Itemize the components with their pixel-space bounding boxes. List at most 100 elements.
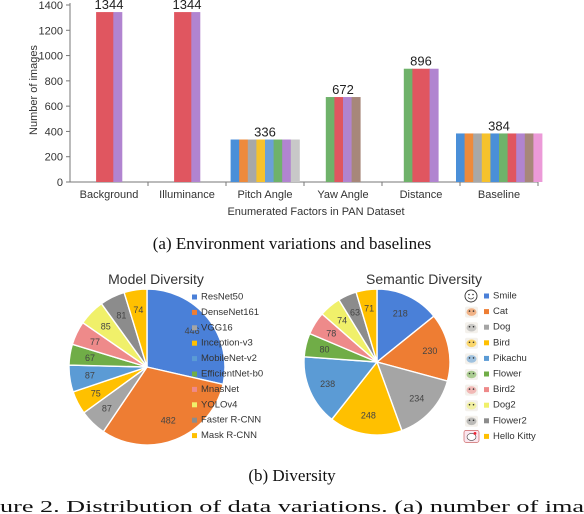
legend-swatch xyxy=(192,294,197,300)
pie-value-label: 74 xyxy=(133,305,143,315)
legend-label: Inception-v3 xyxy=(201,338,253,349)
caption-b: (b) Diversity xyxy=(248,466,336,485)
y-tick-label: 800 xyxy=(45,76,63,88)
pie-value-label: 230 xyxy=(422,346,437,356)
model-pie-slices xyxy=(68,288,226,446)
legend-label: Mask R-CNN xyxy=(201,430,257,441)
legend-swatch xyxy=(192,386,197,392)
bar xyxy=(490,133,500,182)
bar xyxy=(343,97,352,182)
pie-value-label: 446 xyxy=(185,326,200,336)
bar-value-label: 384 xyxy=(488,118,510,133)
legend-label: MobileNet-v2 xyxy=(201,353,257,364)
dog-icon xyxy=(465,322,478,334)
flower-icon xyxy=(465,369,478,380)
pie-value-label: 67 xyxy=(85,353,95,363)
legend-label: Flower2 xyxy=(493,415,527,426)
pie-value-label: 248 xyxy=(361,410,376,420)
x-tick-label: Distance xyxy=(400,189,443,201)
bar xyxy=(265,139,274,182)
legend-label: Smile xyxy=(493,291,517,302)
legend-swatch xyxy=(484,402,489,408)
bar xyxy=(499,133,508,182)
pie-slice xyxy=(375,315,451,382)
bar xyxy=(533,133,543,182)
semantic-pie-slices xyxy=(303,288,451,436)
bar xyxy=(247,139,257,182)
bar xyxy=(325,97,335,182)
bar-labels: 1344 Background 1344 Illuminance 336 Pitch An… xyxy=(80,0,520,201)
bar xyxy=(290,139,300,182)
legend-label: Cat xyxy=(493,306,508,317)
bar-chart: 0 200 400 600 800 1000 1200 1400 1344 Background… xyxy=(28,0,543,218)
pie-value-label: 81 xyxy=(116,310,126,320)
pie-value-label: 78 xyxy=(326,328,336,338)
legend-swatch xyxy=(192,325,197,331)
legend-swatch xyxy=(484,309,489,315)
y-tick-label: 400 xyxy=(45,126,63,138)
pie-slice xyxy=(330,360,403,436)
semantic-diversity-pie: Semantic Diversity 218 230 234 248 238 80 7874… xyxy=(303,271,536,443)
pie-slice xyxy=(375,360,449,432)
bar xyxy=(104,12,114,182)
y-tick-label: 600 xyxy=(45,101,63,113)
pie-value-label: 218 xyxy=(393,308,408,318)
smile-icon xyxy=(464,289,478,303)
bar xyxy=(403,68,413,182)
legend-label: Flower xyxy=(493,369,522,380)
pie-slice xyxy=(355,288,378,363)
bar xyxy=(113,12,123,182)
legend-swatch xyxy=(192,340,197,346)
pie-slice xyxy=(102,366,224,446)
legend-label: Bird xyxy=(493,337,510,348)
pie-value-label: 482 xyxy=(161,416,176,426)
x-axis-label: Enumerated Factors in PAN Dataset xyxy=(227,206,404,218)
legend-label: Dog xyxy=(493,322,510,333)
bar xyxy=(282,139,292,182)
legend-label: DenseNet161 xyxy=(201,307,259,318)
legend-swatch xyxy=(484,293,489,299)
model-pie-legend: ResNet50 DenseNet161 VGG16 Inception-v3 Mobi… xyxy=(192,292,263,441)
legend-swatch xyxy=(484,418,489,424)
model-diversity-title: Model Diversity xyxy=(108,271,204,287)
bar xyxy=(473,133,483,182)
legend-label: Dog2 xyxy=(493,400,516,411)
x-tick-label: Background xyxy=(80,189,139,201)
bar xyxy=(256,139,266,182)
bar xyxy=(334,97,344,182)
pie-value-label: 85 xyxy=(101,322,111,332)
bar-axes: 0 200 400 600 800 1000 1200 1400 xyxy=(39,0,539,189)
semantic-pie-legend: Smile Cat Dog Bird Pikachu Flower Bird2 Dog2 Flo… xyxy=(463,289,536,443)
legend-swatch xyxy=(484,387,489,393)
legend-swatch xyxy=(192,417,197,423)
bar xyxy=(481,133,491,182)
bar-value-label: 896 xyxy=(410,54,432,69)
caption-a: (a) Environment variations and baselines xyxy=(153,234,432,253)
legend-swatch xyxy=(484,324,489,330)
pie-value-label: 80 xyxy=(319,344,329,354)
pie-slice xyxy=(303,356,379,421)
pie-value-label: 87 xyxy=(102,403,112,413)
bar xyxy=(230,139,240,182)
legend-label: EfficientNet-b0 xyxy=(201,369,263,380)
pie-value-label: 71 xyxy=(364,304,374,314)
pie-value-label: 87 xyxy=(85,371,95,381)
bar xyxy=(524,133,534,182)
pikachu-icon xyxy=(465,353,478,365)
legend-swatch xyxy=(192,433,197,439)
legend-swatch xyxy=(192,371,197,377)
bar xyxy=(421,68,430,182)
legend-swatch xyxy=(484,433,489,439)
legend-swatch xyxy=(484,355,489,361)
bar xyxy=(174,12,184,182)
bar-value-label: 336 xyxy=(254,125,276,140)
y-tick-label: 1000 xyxy=(39,51,63,63)
legend-label: Pikachu xyxy=(493,353,527,364)
x-tick-label: Pitch Angle xyxy=(237,189,292,201)
hello-kitty-icon xyxy=(463,430,480,443)
bar xyxy=(412,68,422,182)
y-tick-label: 1200 xyxy=(39,25,63,37)
pie-value-label: 63 xyxy=(350,308,360,318)
